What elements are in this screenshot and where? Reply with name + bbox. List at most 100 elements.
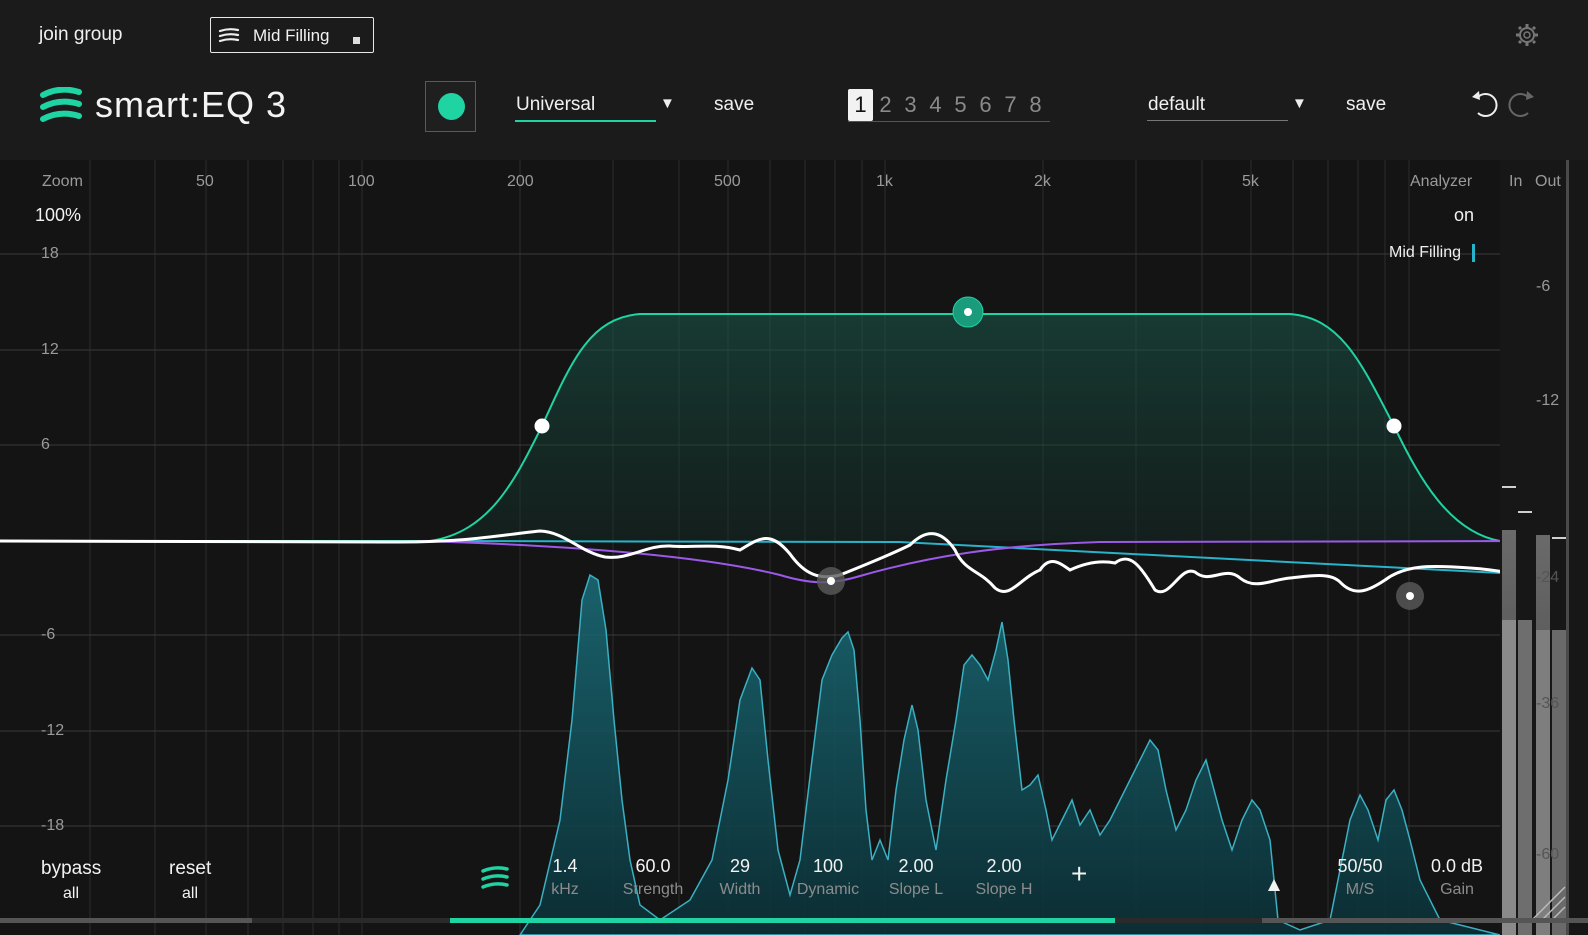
analyzer-toggle[interactable]: on <box>1454 205 1475 225</box>
meter-peak-markers <box>1502 486 1566 539</box>
snapshot-4[interactable]: 4 <box>929 92 942 117</box>
freq-label: 1k <box>876 173 893 190</box>
slope-l-caption: Slope L <box>888 881 944 898</box>
meter-scale-label: -24 <box>1536 569 1560 586</box>
slope-h-caption: Slope H <box>975 881 1033 898</box>
analyzer-label: Analyzer <box>1410 173 1473 190</box>
group-name: Mid Filling <box>253 26 330 45</box>
snapshot-8[interactable]: 8 <box>1029 92 1042 117</box>
snapshot-7[interactable]: 7 <box>1004 92 1017 117</box>
output-meter-level <box>1536 630 1550 935</box>
band-right-handle[interactable] <box>1386 418 1402 434</box>
product-logo: smart:EQ 3 <box>95 84 288 125</box>
db-label: -6 <box>41 626 56 643</box>
band-left-handle[interactable] <box>534 418 550 434</box>
freq-value[interactable]: 1.4 <box>552 856 578 876</box>
gain-value[interactable]: 0.0 dB <box>1430 856 1484 876</box>
group-stack-icon <box>218 28 240 43</box>
bypass-button[interactable]: bypass <box>41 858 102 879</box>
snapshot-2[interactable]: 2 <box>879 92 892 117</box>
snapshot-underline <box>848 121 1050 122</box>
freq-label: 200 <box>507 173 534 190</box>
snapshot-5[interactable]: 5 <box>954 92 967 117</box>
profile-dropdown[interactable]: Universal <box>516 94 596 115</box>
db-label: -12 <box>41 722 65 739</box>
width-caption: Width <box>719 881 761 898</box>
reset-sub: all <box>182 885 199 902</box>
dropdown-arrow-icon[interactable]: ▼ <box>660 95 675 112</box>
redo-icon[interactable] <box>1508 91 1534 117</box>
zoom-scroll-thumb[interactable] <box>450 918 1115 923</box>
snapshot-1[interactable]: 1 <box>848 89 873 121</box>
zoom-value[interactable]: 100% <box>35 205 82 225</box>
freq-label: 5k <box>1242 173 1259 190</box>
in-label: In <box>1509 173 1523 190</box>
save-preset-button[interactable]: save <box>1346 94 1387 115</box>
snapshot-3[interactable]: 3 <box>904 92 917 117</box>
freq-label: 2k <box>1034 173 1051 190</box>
zoom-scroll-right <box>1262 918 1588 923</box>
strength-caption: Strength <box>622 881 684 898</box>
ms-value[interactable]: 50/50 <box>1337 856 1383 876</box>
dropdown-arrow-icon[interactable]: ▼ <box>1292 95 1307 112</box>
out-label: Out <box>1535 173 1561 190</box>
meter-scale-label: -6 <box>1536 278 1551 295</box>
reset-button[interactable]: reset <box>169 858 212 879</box>
bypass-sub: all <box>63 885 80 902</box>
zoom-label: Zoom <box>42 173 83 190</box>
freq-label: 50 <box>196 173 214 190</box>
resize-grip-icon[interactable] <box>1531 886 1566 921</box>
slope-h-value[interactable]: 2.00 <box>986 856 1022 876</box>
eq-graph[interactable] <box>0 160 1588 935</box>
band-curve <box>0 313 1540 542</box>
dynamic-value[interactable]: 100 <box>812 856 844 876</box>
db-label: 6 <box>41 436 50 453</box>
group-tag: Mid Filling <box>1389 244 1462 261</box>
meter-scale-label: -36 <box>1536 695 1560 712</box>
freq-caption: kHz <box>551 881 579 898</box>
high-handle-dot <box>1406 592 1414 600</box>
db-label: 12 <box>41 341 59 358</box>
output-meter-peak <box>1552 630 1566 935</box>
meter-scale-label: -60 <box>1536 846 1560 863</box>
undo-redo-icons <box>1472 91 1534 117</box>
save-profile-button[interactable]: save <box>714 94 755 115</box>
group-selector[interactable] <box>210 17 374 53</box>
freq-label: 500 <box>714 173 741 190</box>
join-group-button[interactable]: join group <box>39 24 123 45</box>
input-meter-peak[interactable] <box>1518 620 1532 935</box>
strength-value[interactable]: 60.0 <box>635 856 671 876</box>
lock-icon <box>353 37 360 44</box>
ms-caption: M/S <box>1345 881 1375 898</box>
band-type-icon[interactable] <box>480 864 510 892</box>
db-label: -18 <box>41 817 65 834</box>
snapshot-6[interactable]: 6 <box>979 92 992 117</box>
smart-eq-curve <box>0 529 1541 594</box>
ms-triangle-icon[interactable] <box>1267 878 1281 892</box>
group-tag-marker <box>1472 244 1475 262</box>
add-band-button[interactable]: + <box>1071 858 1088 889</box>
power-indicator <box>438 93 465 120</box>
band-fill <box>430 314 1500 541</box>
graph-background <box>0 160 1588 935</box>
logo-icon <box>40 87 82 122</box>
undo-icon[interactable] <box>1472 91 1498 117</box>
dynamic-caption: Dynamic <box>796 881 860 898</box>
preset-dropdown[interactable]: default <box>1148 94 1206 115</box>
zoom-scroll-left <box>0 918 252 923</box>
top-bar <box>0 0 1588 161</box>
profile-underline <box>515 120 656 122</box>
meter-scale-label: -12 <box>1536 392 1560 409</box>
slope-l-value[interactable]: 2.00 <box>898 856 934 876</box>
mid-handle-dot <box>827 577 835 585</box>
db-label: 18 <box>41 245 59 262</box>
spectrum-analyzer <box>519 573 1501 935</box>
vertical-scrollbar[interactable] <box>1566 160 1569 935</box>
input-meter-level <box>1502 620 1516 935</box>
width-value[interactable]: 29 <box>729 856 751 876</box>
settings-gear-icon[interactable] <box>1514 22 1540 48</box>
preset-underline <box>1147 120 1288 121</box>
freq-label: 100 <box>348 173 375 190</box>
gain-caption: Gain <box>1440 881 1474 898</box>
band-center-dot <box>964 308 972 316</box>
